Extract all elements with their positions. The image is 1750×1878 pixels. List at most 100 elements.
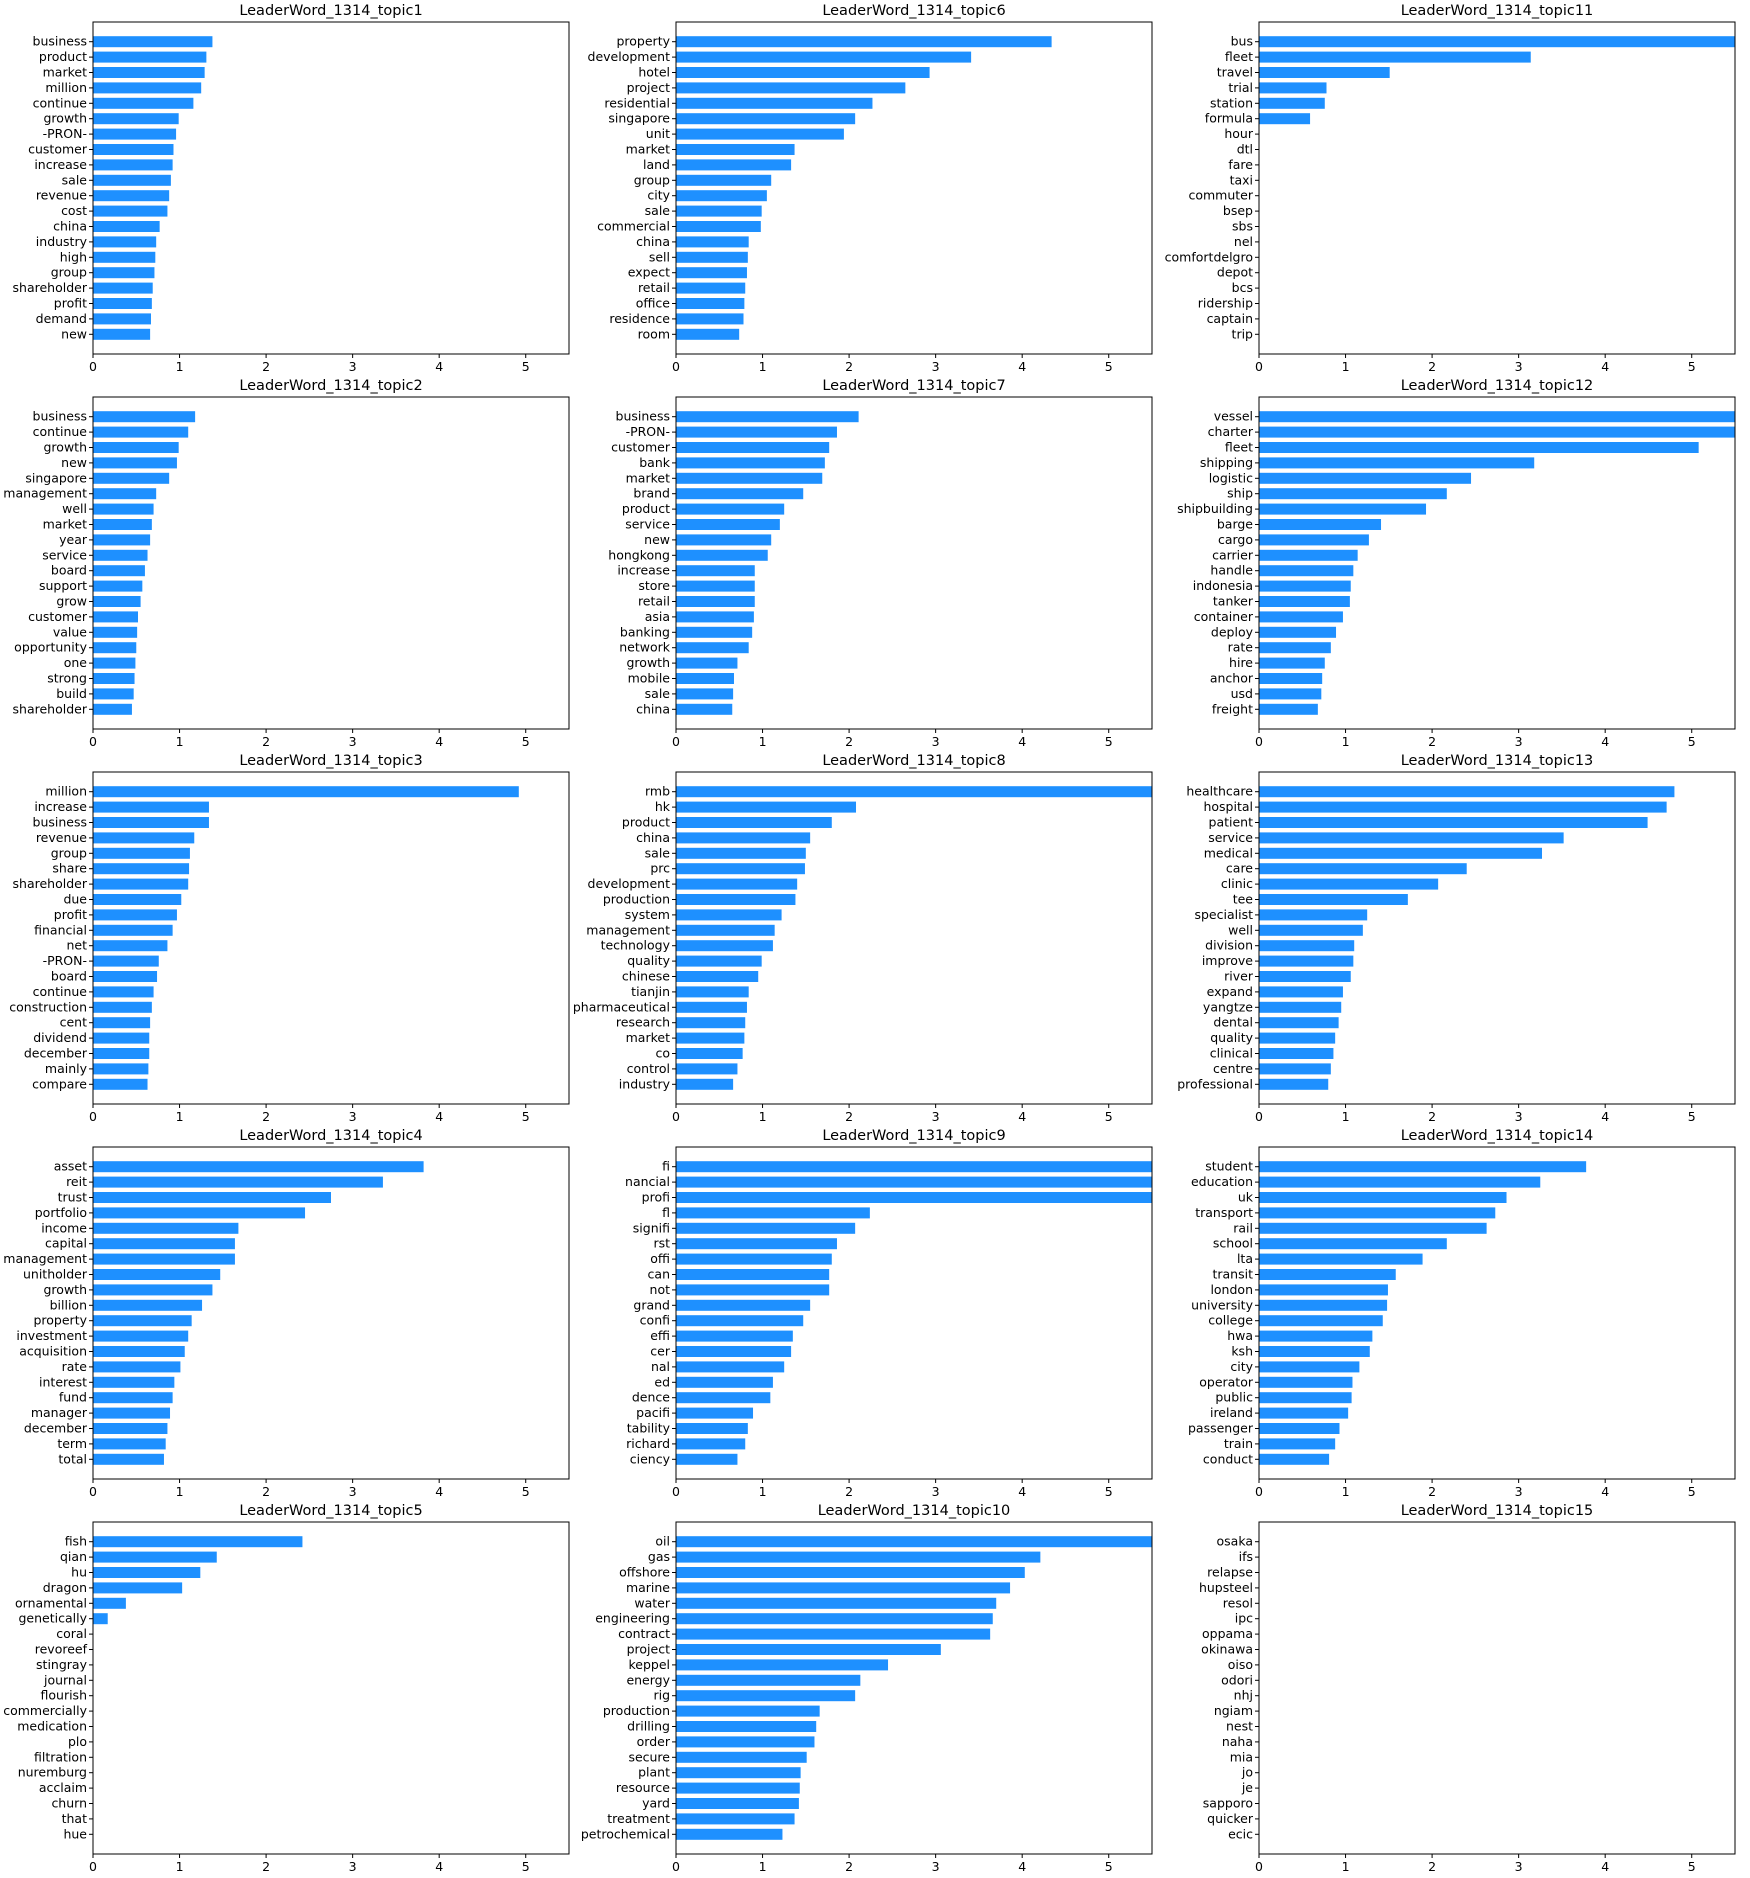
bar [93,411,196,423]
chart-title: LeaderWord_1314_topic7 [822,378,1005,394]
bar [1259,657,1325,669]
chart-svg: LeaderWord_1314_topic5fishqianhudragonor… [3,1503,570,1874]
y-tick-label: tianjin [631,984,670,999]
y-tick-label: clinic [1221,876,1253,891]
y-tick-label: fund [59,1390,87,1405]
bar [93,940,168,952]
bar [676,1438,746,1450]
bar [93,519,152,530]
y-tick-label: drilling [627,1719,670,1734]
chart-title: LeaderWord_1314_topic10 [818,1503,1011,1519]
x-tick-label: 3 [932,1484,940,1499]
y-tick-label: increase [34,799,87,814]
bar [93,786,519,798]
x-tick-label: 0 [672,734,680,749]
chart-svg: LeaderWord_1314_topic4assetreittrustport… [3,1128,570,1499]
bar [1259,36,1735,48]
y-tick-label: student [1205,1159,1253,1174]
bar [676,565,755,577]
y-tick-label: trip [1232,326,1254,341]
x-tick-label: 1 [759,1859,767,1874]
y-tick-label: -PRON- [43,126,87,141]
bar [676,519,780,530]
x-tick-label: 2 [845,359,853,374]
y-tick-label: yard [642,1796,670,1811]
bar [676,267,747,279]
y-tick-label: manager [31,1405,88,1420]
y-tick-label: hour [1224,126,1253,141]
y-tick-label: engineering [595,1611,670,1626]
y-tick-label: station [1210,95,1253,110]
y-tick-label: ridership [1198,296,1253,311]
chart-svg: LeaderWord_1314_topic6 propertydevelopmen… [588,3,1153,374]
bar [1259,534,1369,546]
y-tick-label: shareholder [13,876,88,891]
bar [676,457,825,469]
y-tick-label: ipc [1235,1611,1253,1626]
y-tick-label: naha [1222,1734,1253,1749]
y-tick-label: cargo [1218,532,1253,547]
bar [676,236,749,248]
plot-frame [675,771,1153,1105]
y-tick-label: london [1210,1282,1253,1297]
y-tick-label: deploy [1211,624,1254,639]
chart-svg: LeaderWord_1314_topic3millionincreasebus… [9,753,570,1124]
bar [93,1361,181,1373]
bar [1259,1207,1496,1219]
bar [676,313,744,325]
y-tick-label: demand [36,311,87,326]
y-tick-label: control [627,1061,670,1076]
y-tick-label: one [64,655,88,670]
x-tick-label: 3 [1515,1109,1523,1124]
y-tick-label: -PRON- [626,424,670,439]
chart-panel: LeaderWord_1314_topic13 healthcare hospita… [1166,750,1749,1125]
y-tick-label: acclaim [39,1780,87,1795]
y-tick-label: development [588,49,671,64]
bar [676,221,761,232]
bar [1259,832,1564,844]
y-tick-label: sale [645,686,671,701]
chart-title: LeaderWord_1314_topic8 [822,753,1005,769]
bar [1259,503,1427,515]
y-tick-label: market [626,470,670,485]
y-tick-label: sbs [1232,219,1253,234]
bar [676,703,733,715]
y-tick-label: ireland [1210,1405,1253,1420]
x-tick-label: 0 [89,1484,97,1499]
y-tick-label: mobile [628,671,671,686]
y-tick-label: richard [626,1436,670,1451]
y-tick-label: travel [1217,65,1253,80]
y-tick-label: development [588,876,671,891]
plot-frame [675,21,1153,355]
x-tick-label: 0 [672,1109,680,1124]
bar [1259,549,1358,561]
x-tick-label: 4 [1018,359,1026,374]
y-tick-label: chinese [622,969,670,984]
bar [93,688,134,700]
bar [1259,863,1467,875]
y-tick-label: fleet [1225,49,1253,64]
y-tick-label: december [24,1046,88,1061]
bar [1259,442,1699,453]
chart-panel: LeaderWord_1314_topic3 million increase bus… [0,750,583,1125]
y-tick-label: patient [1209,815,1254,830]
y-tick-label: passenger [1188,1421,1254,1436]
y-tick-label: that [62,1811,87,1826]
y-tick-label: hk [655,799,671,814]
x-tick-label: 1 [176,1484,184,1499]
y-tick-label: fare [1228,157,1253,172]
bar [676,1032,745,1044]
bar [93,847,190,859]
y-tick-label: financial [34,922,87,937]
y-tick-label: cer [650,1344,671,1359]
y-tick-label: business [33,409,87,424]
y-tick-label: revenue [36,830,87,845]
bar [93,1299,203,1311]
bar [676,1453,738,1465]
bar [1259,1453,1330,1465]
y-tick-label: petrochemical [581,1826,670,1841]
y-tick-label: barge [1217,517,1253,532]
bar [93,1048,150,1059]
bar [676,1253,832,1265]
y-tick-label: network [619,640,671,655]
